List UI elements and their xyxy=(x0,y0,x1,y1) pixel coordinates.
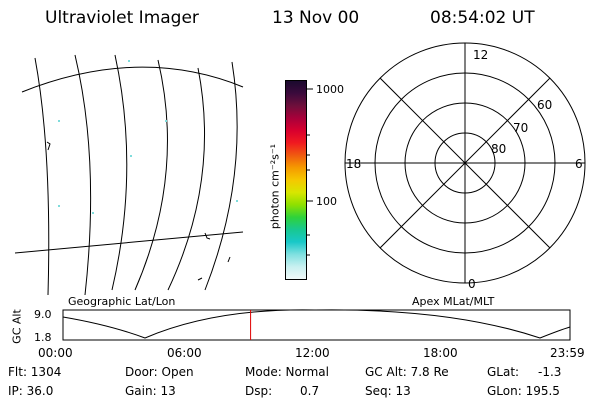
colorbar-tick-1000: 1000 xyxy=(316,83,344,96)
mode-value: Mode: Normal xyxy=(245,365,329,379)
polar-hour-18: 18 xyxy=(346,157,362,171)
sequence-number: Seq: 13 xyxy=(365,384,411,398)
polar-hour-0: 0 xyxy=(468,277,476,291)
dsp-value: 0.7 xyxy=(300,384,320,398)
timeline-xtick-1200: 12:00 xyxy=(295,346,330,360)
polar-lat-70: 70 xyxy=(513,121,529,135)
gc-altitude: GC Alt: 7.8 Re xyxy=(365,365,449,379)
colorbar-ticks xyxy=(307,88,313,256)
glon-value: GLon: 195.5 xyxy=(487,384,560,398)
timeline-xtick-0000: 00:00 xyxy=(38,346,73,360)
colorbar-tick-100: 100 xyxy=(316,195,337,208)
polar-lat-60: 60 xyxy=(537,98,553,112)
polar-lat-80: 80 xyxy=(491,142,507,156)
timeline-ytick-high: 9.0 xyxy=(34,308,52,321)
ip-value: IP: 36.0 xyxy=(8,384,54,398)
instrument-title: Ultraviolet Imager xyxy=(45,8,199,28)
date-label: 13 Nov 00 xyxy=(272,8,360,28)
timeline-xtick-2359: 23:59 xyxy=(550,346,585,360)
gain-value: Gain: 13 xyxy=(125,384,176,398)
geographic-label: Geographic Lat/Lon xyxy=(68,295,176,308)
apex-label: Apex MLat/MLT xyxy=(412,295,495,308)
flight-number: Flt: 1304 xyxy=(8,365,62,379)
polar-hour-6: 6 xyxy=(575,157,583,171)
timeline-xtick-0600: 06:00 xyxy=(167,346,202,360)
timeline-ytick-low: 1.8 xyxy=(34,331,52,344)
dsp-label: Dsp: xyxy=(245,384,273,398)
glat-value: -1.3 xyxy=(538,365,562,379)
timeline-xtick-1800: 18:00 xyxy=(423,346,458,360)
time-label: 08:54:02 UT xyxy=(430,8,535,28)
colorbar xyxy=(285,80,307,280)
door-status: Door: Open xyxy=(125,365,194,379)
glat-label: GLat: xyxy=(487,365,520,379)
polar-hour-12: 12 xyxy=(473,48,489,62)
